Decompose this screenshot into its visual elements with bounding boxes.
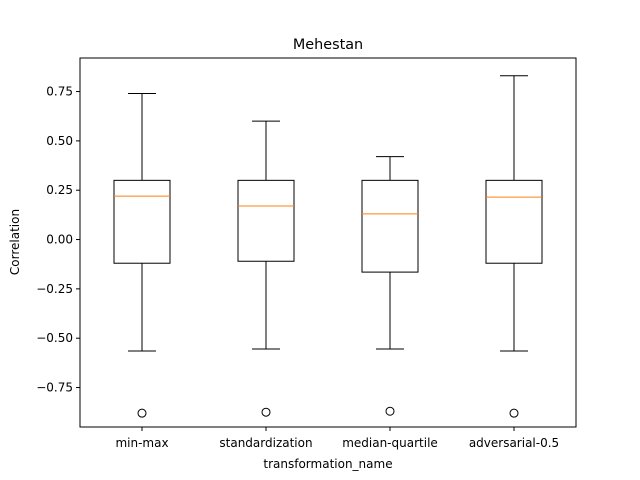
iqr-box	[485, 179, 543, 264]
x-tick-label: adversarial-0.5	[469, 436, 559, 450]
y-tick-label: −0.75	[36, 381, 73, 395]
outlier-point	[261, 407, 271, 417]
iqr-box	[113, 179, 171, 264]
plot-frame	[79, 57, 577, 428]
y-tick-label: −0.25	[36, 282, 73, 296]
iqr-box	[237, 179, 295, 262]
box-group-median-quartile	[361, 156, 419, 416]
outlier-point	[137, 408, 147, 418]
x-tick-label: min-max	[115, 436, 168, 450]
y-axis: −0.75 −0.50 −0.25 0.00 0.25 0.50 0.75	[36, 85, 80, 395]
outlier-point	[509, 408, 519, 418]
outlier-point	[385, 406, 395, 416]
x-tick-label: standardization	[219, 436, 312, 450]
iqr-box	[361, 179, 419, 273]
y-tick-label: 0.75	[46, 85, 73, 99]
y-tick-label: 0.50	[46, 134, 73, 148]
y-tick-label: 0.00	[46, 233, 73, 247]
y-tick-label: 0.25	[46, 183, 73, 197]
box-group-min-max	[113, 93, 171, 418]
y-tick-label: −0.50	[36, 331, 73, 345]
box-group-standardization	[237, 120, 295, 417]
x-axis: min-max standardization median-quartile adv…	[115, 427, 559, 450]
x-axis-label: transformation_name	[263, 457, 392, 471]
x-tick-label: median-quartile	[342, 436, 438, 450]
box-group-adversarial-0.5	[485, 75, 543, 418]
y-axis-label: Correlation	[8, 209, 22, 275]
chart-title: Mehestan	[293, 37, 363, 53]
plot-area	[113, 75, 543, 418]
